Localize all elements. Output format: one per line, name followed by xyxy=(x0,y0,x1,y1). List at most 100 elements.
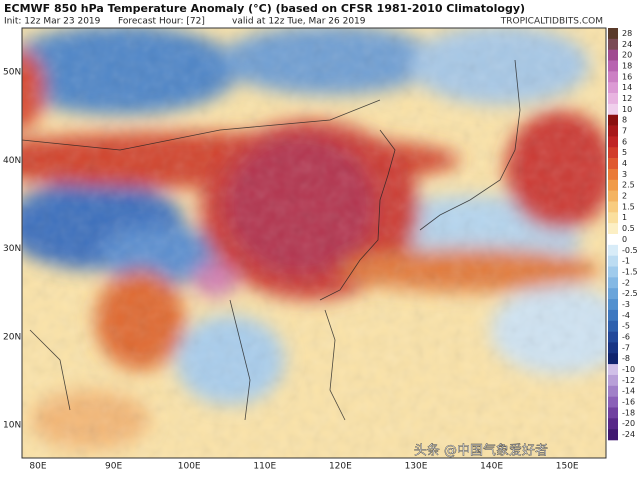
colorbar-label: 28 xyxy=(622,29,632,38)
colorbar-label: 16 xyxy=(622,72,632,81)
colorbar-label: 6 xyxy=(622,137,627,146)
colorbar-swatch xyxy=(608,147,618,159)
colorbar-label: 8 xyxy=(622,116,627,125)
colorbar-label: 7 xyxy=(622,127,627,136)
colorbar-swatch xyxy=(608,407,618,419)
colorbar-label: -3 xyxy=(622,300,630,309)
colorbar-swatch xyxy=(608,28,618,40)
colorbar-label: -2.5 xyxy=(622,289,638,298)
colorbar-swatch xyxy=(608,277,618,289)
colorbar-swatch xyxy=(608,168,618,181)
colorbar-label: 2 xyxy=(622,192,627,201)
colorbar-label: 1 xyxy=(622,213,627,222)
colorbar-swatch xyxy=(608,385,618,397)
colorbar-label: -12 xyxy=(622,376,635,385)
title: ECMWF 850 hPa Temperature Anomaly (°C) (… xyxy=(4,2,525,15)
latitude-label: 20N xyxy=(3,332,21,342)
colorbar-label: 5 xyxy=(622,148,627,157)
longitude-label: 130E xyxy=(405,462,428,472)
colorbar-swatch xyxy=(608,266,618,278)
colorbar-swatch xyxy=(608,374,618,387)
colorbar-label: 0 xyxy=(622,235,627,244)
colorbar-swatch xyxy=(608,288,618,300)
colorbar-label: 24 xyxy=(622,40,632,49)
colorbar-swatch xyxy=(608,71,618,83)
watermark: 头条 @中国气象爱好者 xyxy=(414,443,548,459)
colorbar-label: -1 xyxy=(622,257,630,266)
colorbar-swatch xyxy=(608,299,618,311)
colorbar-swatch xyxy=(608,38,618,50)
colorbar-swatch xyxy=(608,179,618,191)
colorbar-swatch xyxy=(608,309,618,322)
latitude-label: 50N xyxy=(3,68,21,78)
longitude-label: 120E xyxy=(329,462,352,472)
colorbar-label: -4 xyxy=(622,311,630,320)
colorbar-label: 12 xyxy=(622,94,632,103)
colorbar-swatch xyxy=(608,234,618,246)
colorbar-label: -14 xyxy=(622,387,635,396)
colorbar-label: 4 xyxy=(622,159,627,168)
colorbar-swatch xyxy=(608,244,618,256)
colorbar-swatch xyxy=(608,212,618,224)
longitude-label: 150E xyxy=(556,462,579,472)
colorbar-label: 14 xyxy=(622,83,632,92)
colorbar-swatch xyxy=(608,320,618,332)
colorbar-swatch xyxy=(608,158,618,170)
init-time: Init: 12z Mar 23 2019 xyxy=(4,17,101,27)
latitude-labels: 50N 40N 30N 20N 10N xyxy=(3,68,21,431)
valid-time: valid at 12z Tue, Mar 26 2019 xyxy=(232,17,366,27)
longitude-labels: 80E 90E 100E 110E 120E 130E 140E 150E xyxy=(29,462,579,472)
longitude-label: 140E xyxy=(480,462,503,472)
colorbar-swatch xyxy=(608,223,618,235)
colorbar-swatch xyxy=(608,201,618,213)
colorbar-label: -24 xyxy=(622,430,635,439)
colorbar-label: 3 xyxy=(622,170,627,179)
colorbar-label: 18 xyxy=(622,61,632,70)
colorbar-label: -10 xyxy=(622,365,635,374)
colorbar-swatch xyxy=(608,396,618,408)
colorbar-label: -7 xyxy=(622,343,630,352)
colorbar-swatch xyxy=(608,190,618,202)
colorbar-swatch xyxy=(608,103,618,116)
colorbar-swatch xyxy=(608,136,618,148)
source: TROPICALTIDBITS.COM xyxy=(500,17,603,27)
longitude-label: 80E xyxy=(29,462,46,472)
longitude-label: 90E xyxy=(105,462,122,472)
colorbar-swatch xyxy=(608,331,618,343)
colorbar-label: -8 xyxy=(622,354,630,363)
colorbar-swatch xyxy=(608,418,618,430)
latitude-label: 30N xyxy=(3,244,21,254)
colorbar-swatch xyxy=(608,60,618,72)
colorbar-swatch xyxy=(608,429,618,441)
colorbar-swatch xyxy=(608,82,618,94)
colorbar-swatch xyxy=(608,49,618,61)
longitude-label: 100E xyxy=(178,462,201,472)
colorbar-label: 20 xyxy=(622,51,632,60)
colorbar-swatch xyxy=(608,125,618,137)
latitude-label: 40N xyxy=(3,156,21,166)
colorbar-swatch xyxy=(608,93,618,105)
colorbar-label: -18 xyxy=(622,408,635,417)
colorbar-label: -5 xyxy=(622,322,630,331)
colorbar-label: 2.5 xyxy=(622,181,635,190)
colorbar-label: -16 xyxy=(622,398,635,407)
forecast-hour: Forecast Hour: [72] xyxy=(118,17,205,27)
colorbar-label: -2 xyxy=(622,278,630,287)
colorbar-swatch xyxy=(608,364,618,376)
colorbar-label: -6 xyxy=(622,333,630,342)
colorbar-label: -0.5 xyxy=(622,246,638,255)
anomaly-field xyxy=(22,28,606,458)
colorbar-swatch xyxy=(608,353,618,365)
colorbar-label: -20 xyxy=(622,419,635,428)
colorbar-label: 0.5 xyxy=(622,224,635,233)
map-frame xyxy=(21,27,607,459)
longitude-label: 110E xyxy=(253,462,276,472)
colorbar-swatch xyxy=(608,342,618,354)
colorbar-label: -1.5 xyxy=(622,267,638,276)
colorbar-label: 1.5 xyxy=(622,202,635,211)
colorbar-label: 10 xyxy=(622,105,632,114)
colorbar-swatch xyxy=(608,114,618,126)
colorbar-swatch xyxy=(608,255,618,267)
